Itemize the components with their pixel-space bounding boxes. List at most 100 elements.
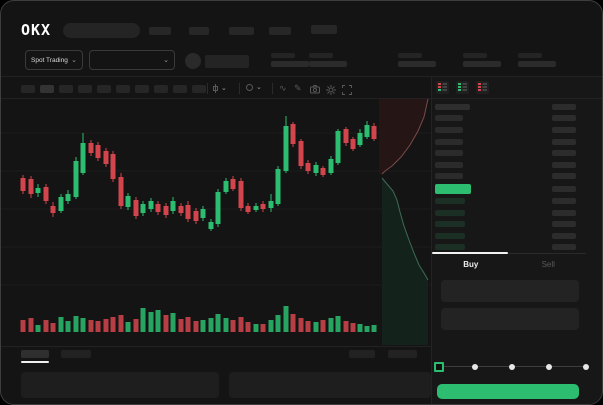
nav-item-2[interactable] xyxy=(189,27,209,35)
bottom-action-2[interactable] xyxy=(388,350,417,358)
orderbook-ask-row[interactable] xyxy=(435,147,586,159)
chart-type-button[interactable]: ⌄ xyxy=(213,84,227,93)
bottom-panel-right xyxy=(229,372,431,398)
candle xyxy=(335,131,341,163)
timeframe-button-4[interactable] xyxy=(78,85,92,93)
timeframe-button-7[interactable] xyxy=(135,85,149,93)
slider-step-100[interactable] xyxy=(583,364,589,370)
camera-icon[interactable] xyxy=(310,85,320,97)
candle xyxy=(328,159,334,173)
depth-bids-area xyxy=(382,178,428,345)
volume-bar xyxy=(163,315,169,332)
slider-step-50[interactable] xyxy=(509,364,515,370)
timeframe-button-9[interactable] xyxy=(173,85,187,93)
nav-item-3[interactable] xyxy=(229,27,254,35)
volume-bar xyxy=(268,320,274,332)
candle xyxy=(88,143,94,153)
panel-divider xyxy=(431,77,432,404)
orderbook-ask-row[interactable] xyxy=(435,171,586,183)
nav-item-1[interactable] xyxy=(149,27,171,35)
depth-asks-line xyxy=(381,99,429,175)
nav-item-4[interactable] xyxy=(269,27,291,35)
orderbook-ask-row[interactable] xyxy=(435,136,586,148)
bottom-tab-active[interactable] xyxy=(21,350,49,358)
candle-type-icon xyxy=(213,84,218,93)
orderbook-bid-row[interactable] xyxy=(435,207,586,219)
volume-bar xyxy=(58,317,64,332)
candle xyxy=(357,133,363,145)
chevron-down-icon: ⌄ xyxy=(221,85,227,92)
price-cell xyxy=(435,126,463,133)
nav-item-5[interactable] xyxy=(311,25,337,34)
orderbook-asks-view-button[interactable] xyxy=(476,81,489,94)
amount-cell xyxy=(552,185,576,192)
bottom-tab-2[interactable] xyxy=(61,350,91,358)
orderbook-last-price-row[interactable] xyxy=(435,182,586,195)
timeframe-button-5[interactable] xyxy=(97,85,111,93)
volume-bar xyxy=(35,325,41,332)
price-input[interactable] xyxy=(441,280,579,302)
candle xyxy=(163,206,169,215)
candle xyxy=(28,179,34,194)
timeframe-button-8[interactable] xyxy=(154,85,168,93)
volume-bar xyxy=(88,320,94,332)
draw-tool-icon[interactable]: ✎ xyxy=(294,83,302,93)
amount-cell xyxy=(552,126,576,133)
orderbook-ask-row[interactable] xyxy=(435,124,586,136)
price-cell xyxy=(435,221,465,228)
gear-icon[interactable] xyxy=(326,85,336,98)
volume-bar xyxy=(238,317,244,332)
volume-bar xyxy=(193,321,199,332)
bottom-action-1[interactable] xyxy=(349,350,375,358)
slider-handle[interactable] xyxy=(434,362,444,372)
sell-tab[interactable]: Sell xyxy=(541,259,555,269)
volume-bar xyxy=(140,308,146,332)
orderbook-bid-row[interactable] xyxy=(435,242,586,254)
volume-bar xyxy=(73,316,79,332)
fullscreen-icon[interactable] xyxy=(342,85,352,98)
volume-bar xyxy=(305,321,311,332)
amount-cell xyxy=(552,244,576,251)
candlestick-chart[interactable] xyxy=(1,99,432,346)
price-cell xyxy=(435,161,463,168)
timeframe-button-6[interactable] xyxy=(116,85,130,93)
pair-select[interactable]: ⌄ xyxy=(89,50,175,70)
orderbook-ask-row[interactable] xyxy=(435,113,586,125)
amount-cell xyxy=(552,161,576,168)
orderbook-ask-row[interactable] xyxy=(435,159,586,171)
slider-step-75[interactable] xyxy=(546,364,552,370)
candle xyxy=(133,200,139,216)
volume-bar xyxy=(148,312,154,332)
buy-button[interactable] xyxy=(437,384,579,399)
orderbook-bid-row[interactable] xyxy=(435,218,586,230)
orderbook-bid-row[interactable] xyxy=(435,230,586,242)
price-cell xyxy=(435,183,471,194)
orderbook-bid-row[interactable] xyxy=(435,195,586,207)
volume-bar xyxy=(335,316,341,332)
line-chart-icon[interactable]: ∿ xyxy=(279,83,287,93)
volume-bar xyxy=(80,318,86,332)
volume-bar xyxy=(215,314,221,332)
volume-bar xyxy=(320,320,326,332)
candle xyxy=(268,201,274,208)
okx-logo[interactable]: OKX xyxy=(21,21,52,39)
candle xyxy=(50,206,56,213)
orderbook-combined-view-button[interactable] xyxy=(436,81,449,94)
timeframe-button-10[interactable] xyxy=(192,85,206,93)
bottom-divider xyxy=(1,346,432,347)
amount-input[interactable] xyxy=(441,308,579,330)
timeframe-button-3[interactable] xyxy=(59,85,73,93)
toolbar-divider xyxy=(207,83,208,94)
candle xyxy=(343,129,349,143)
timeframe-button-1[interactable] xyxy=(21,85,35,93)
price-cell xyxy=(435,232,465,239)
market-type-select[interactable]: Spot Trading ⌄ xyxy=(25,50,83,70)
orderbook-bids-view-button[interactable] xyxy=(456,81,469,94)
tab-divider xyxy=(508,253,586,254)
slider-step-25[interactable] xyxy=(472,364,478,370)
search-input[interactable] xyxy=(63,23,140,38)
indicators-button[interactable]: ⌄ xyxy=(246,84,262,91)
timeframe-button-2[interactable] xyxy=(40,85,54,93)
buy-tab[interactable]: Buy xyxy=(463,259,479,269)
